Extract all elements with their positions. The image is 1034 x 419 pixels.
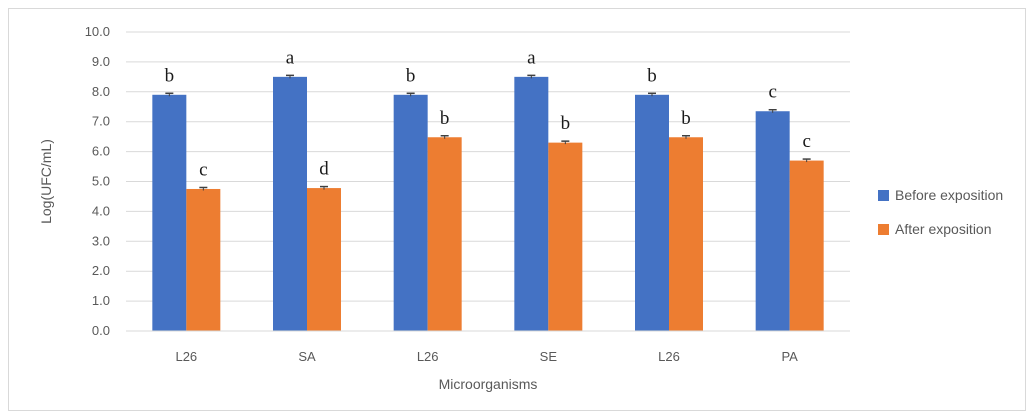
y-tick-label: 9.0 — [92, 54, 110, 69]
bar-before — [514, 77, 548, 331]
bar-after — [669, 137, 703, 331]
bar-before — [273, 77, 307, 331]
bar-after — [428, 137, 462, 331]
x-tick-label: PA — [781, 349, 798, 364]
y-tick-label: 7.0 — [92, 114, 110, 129]
significance-letter: b — [406, 65, 416, 86]
y-tick-label: 3.0 — [92, 233, 110, 248]
significance-letters: b c a d b b a b b b c c — [165, 47, 811, 180]
x-axis-ticks: L26 SA L26 SE L26 PA — [175, 349, 798, 364]
significance-letter: c — [199, 159, 207, 180]
x-tick-label: L26 — [175, 349, 197, 364]
y-axis-title: Log(UFC/mL) — [38, 139, 54, 224]
y-tick-label: 5.0 — [92, 174, 110, 189]
significance-letter: a — [527, 47, 536, 68]
x-tick-label: SE — [540, 349, 558, 364]
y-tick-label: 1.0 — [92, 293, 110, 308]
y-tick-label: 10.0 — [85, 24, 110, 39]
x-axis-title: Microorganisms — [439, 376, 538, 392]
error-bars — [165, 75, 810, 190]
legend-label-after: After exposition — [895, 221, 992, 237]
bar-after — [186, 189, 220, 331]
bar-before — [756, 111, 790, 331]
significance-letter: c — [802, 131, 810, 152]
bar-before — [635, 95, 669, 331]
x-tick-label: L26 — [417, 349, 439, 364]
bar-after — [790, 161, 824, 331]
y-tick-label: 0.0 — [92, 323, 110, 338]
significance-letter: b — [681, 108, 691, 129]
gridlines — [126, 32, 850, 301]
x-tick-label: SA — [298, 349, 316, 364]
y-tick-label: 4.0 — [92, 203, 110, 218]
legend-swatch-after — [878, 224, 889, 235]
y-axis-ticks: 0.0 1.0 2.0 3.0 4.0 5.0 6.0 7.0 8.0 9.0 10.0 — [85, 24, 110, 338]
y-tick-label: 8.0 — [92, 84, 110, 99]
bar-after — [548, 143, 582, 331]
bar-chart: 0.01.02.03.04.05.06.07.08.09.010.0 bcadb… — [9, 9, 1027, 412]
legend-label-before: Before exposition — [895, 187, 1003, 203]
significance-letter: a — [286, 47, 295, 68]
significance-letter: b — [561, 113, 571, 134]
x-tick-label: L26 — [658, 349, 680, 364]
significance-letter: b — [647, 65, 657, 86]
y-tick-label: 2.0 — [92, 263, 110, 278]
significance-letter: b — [165, 65, 175, 86]
bar-after — [307, 188, 341, 331]
legend: Before exposition After exposition — [878, 187, 1003, 237]
bar-before — [152, 95, 186, 331]
y-tick-label: 6.0 — [92, 144, 110, 159]
bars — [152, 77, 823, 331]
significance-letter: c — [768, 82, 776, 103]
significance-letter: d — [319, 159, 329, 180]
significance-letter: b — [440, 108, 450, 129]
legend-swatch-before — [878, 190, 889, 201]
bar-before — [394, 95, 428, 331]
